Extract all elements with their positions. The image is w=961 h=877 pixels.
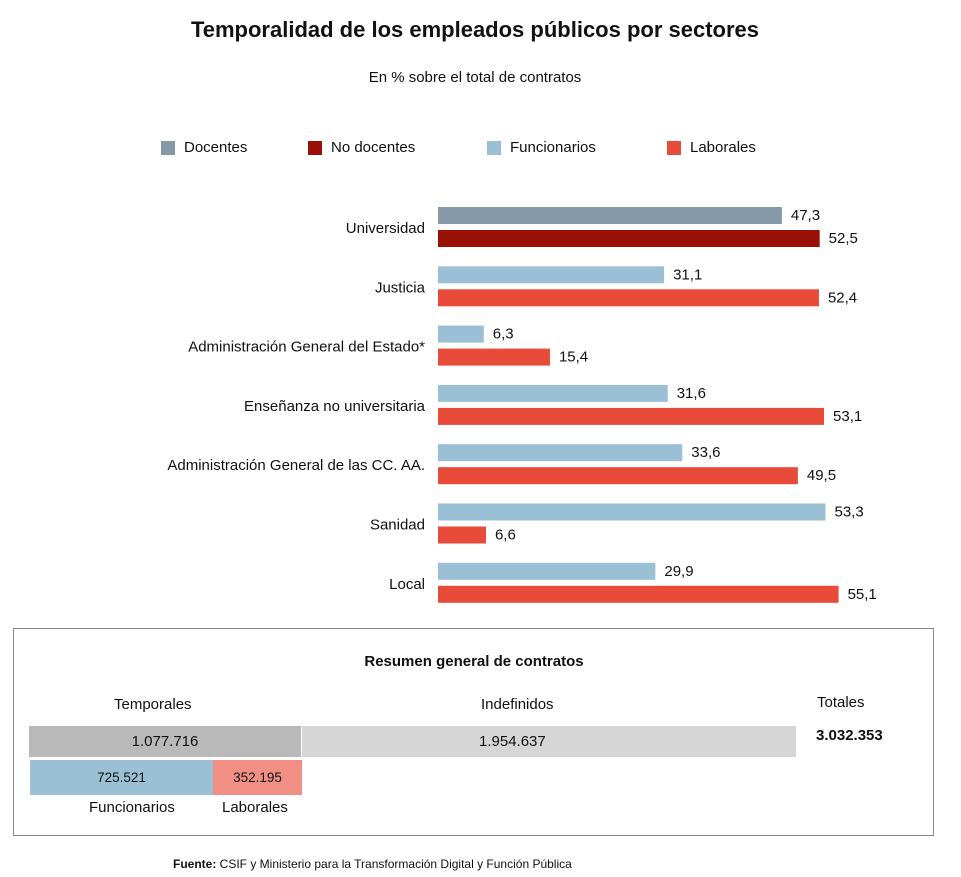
legend-swatch-no-docentes (308, 140, 322, 155)
category-label: Enseñanza no universitaria (244, 398, 426, 415)
indefinidos-bar: 1.954.637 (302, 726, 796, 757)
category-label: Universidad (346, 220, 425, 237)
bar-laborales (438, 467, 798, 485)
bar-laborales (438, 407, 825, 425)
temporales-label: Temporales (114, 696, 192, 713)
bar-laborales (438, 585, 839, 603)
source-text: CSIF y Ministerio para la Transformación… (216, 857, 572, 871)
source-label: Fuente: (173, 857, 217, 871)
bar-funcionarios (438, 266, 665, 284)
bar-funcionarios (438, 562, 656, 580)
legend-label: No docentes (331, 139, 416, 156)
bar-funcionarios (438, 325, 484, 343)
bar-funcionarios (438, 444, 683, 462)
bar-value-label: 15,4 (559, 349, 588, 366)
category-label: Justicia (375, 279, 426, 296)
legend-item-no-docentes: No docentes (308, 139, 415, 156)
bar-value-label: 52,4 (828, 289, 857, 306)
legend-label: Laborales (690, 139, 756, 156)
indefinidos-label: Indefinidos (481, 696, 554, 713)
category-label: Administración General de las CC. AA. (167, 457, 425, 474)
bar-value-label: 29,9 (664, 563, 693, 580)
category-label: Sanidad (370, 517, 425, 534)
bar-laborales (438, 348, 550, 366)
bar-value-label: 31,6 (677, 385, 706, 402)
bar-funcionarios (438, 503, 826, 521)
bar-funcionarios (438, 384, 668, 402)
bar-laborales (438, 526, 486, 544)
temporales-value: 1.077.716 (131, 733, 199, 750)
bar-value-label: 53,1 (833, 408, 862, 425)
bar-value-label: 6,6 (495, 527, 516, 544)
funcionarios-label: Funcionarios (89, 799, 175, 816)
legend-item-funcionarios: Funcionarios (487, 139, 596, 156)
bar-chart: Universidad 47,3 52,5 Justicia 31,1 52,4 Admin… (167, 207, 877, 603)
bar-value-label: 47,3 (791, 207, 820, 224)
laborales-bar: 352.195 (213, 760, 302, 795)
funcionarios-bar: 725.521 (30, 760, 213, 795)
bar-value-label: 52,5 (829, 230, 858, 247)
category-label: Administración General del Estado* (188, 339, 425, 356)
legend-label: Funcionarios (510, 139, 596, 156)
funcionarios-value: 725.521 (97, 770, 146, 785)
bar-value-label: 55,1 (848, 586, 877, 603)
legend-item-laborales: Laborales (667, 139, 756, 156)
bar-value-label: 33,6 (691, 444, 720, 461)
chart-subtitle: En % sobre el total de contratos (368, 69, 582, 86)
indefinidos-value: 1.954.637 (479, 733, 546, 750)
legend-swatch-funcionarios (487, 140, 501, 155)
totales-label: Totales (817, 694, 865, 711)
legend-label: Docentes (184, 139, 248, 156)
temporales-bar: 1.077.716 (29, 726, 301, 757)
chart-title: Temporalidad de los empleados públicos p… (190, 17, 760, 42)
bar-docentes (438, 207, 782, 224)
bar-value-label: 6,3 (493, 326, 514, 343)
laborales-value: 352.195 (233, 770, 282, 785)
legend-swatch-laborales (667, 140, 681, 155)
bar-value-label: 53,3 (834, 504, 863, 521)
source-note: Fuente: CSIF y Ministerio para la Transf… (173, 857, 572, 871)
legend-swatch-docentes (161, 140, 175, 155)
category-label: Local (389, 576, 425, 593)
summary-panel: Resumen general de contratos Temporales … (13, 628, 934, 836)
totales-value: 3.032.353 (816, 727, 883, 744)
bar-value-label: 31,1 (673, 266, 702, 283)
bar-no-docentes (438, 230, 820, 247)
legend-item-docentes: Docentes (161, 139, 247, 156)
laborales-label: Laborales (222, 799, 288, 816)
bar-value-label: 49,5 (807, 467, 836, 484)
summary-title: Resumen general de contratos (364, 653, 584, 670)
bar-laborales (438, 289, 819, 307)
